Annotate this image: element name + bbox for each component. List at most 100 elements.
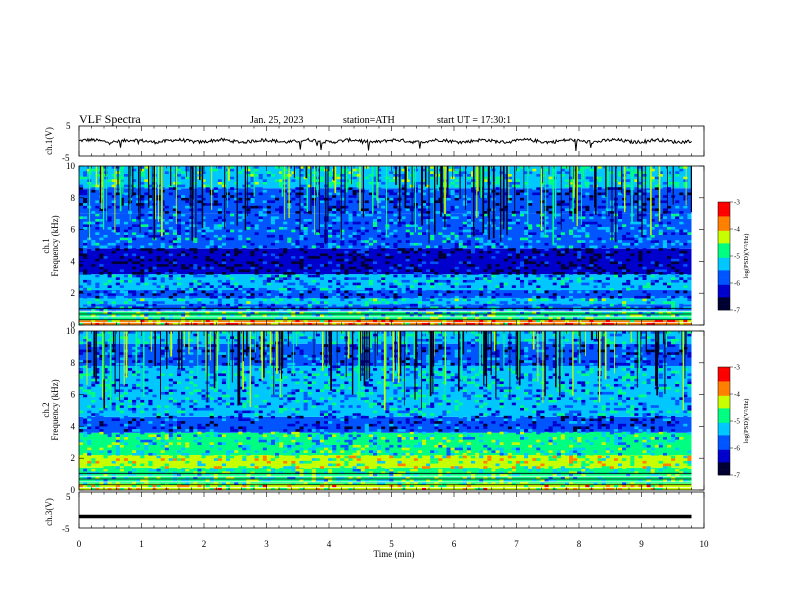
spectrum-cell xyxy=(483,258,488,262)
spectrum-cell xyxy=(401,474,406,477)
spectrum-cell xyxy=(185,253,190,257)
spectrum-cell xyxy=(560,208,565,212)
spectrum-cell xyxy=(368,311,373,315)
spectrum-cell xyxy=(197,285,202,288)
spectrum-cell xyxy=(381,195,386,198)
spectrum-cell xyxy=(430,237,435,241)
spectrum-cell xyxy=(573,295,578,299)
spectrum-cell xyxy=(140,264,145,267)
spectrum-cell xyxy=(601,195,606,198)
spectrum-cell xyxy=(373,306,378,310)
spectrum-cell xyxy=(364,474,369,477)
spectrum-cell xyxy=(630,242,635,246)
spectrum-cell xyxy=(250,264,255,267)
spectrum-cell xyxy=(524,306,529,310)
spectrum-cell xyxy=(258,176,263,180)
spectrum-cell xyxy=(507,245,512,249)
spectrum-cell xyxy=(315,256,320,259)
spectrum-cell xyxy=(462,279,467,283)
spectrum-cell xyxy=(115,221,120,225)
spectrum-cell xyxy=(495,253,500,257)
spectrum-cell xyxy=(115,219,120,222)
spectrum-cell xyxy=(528,287,533,291)
spectrum-cell xyxy=(209,487,214,491)
spectrum-cell xyxy=(107,192,112,196)
spectrum-cell xyxy=(123,171,128,174)
spectrum-cell xyxy=(360,479,365,483)
spectrum-cell xyxy=(601,298,606,302)
spectrum-cell xyxy=(352,187,357,190)
spectrum-cell xyxy=(524,227,529,230)
spectrum-cell xyxy=(573,476,578,480)
spectrum-cell xyxy=(226,272,231,275)
spectrum-cell xyxy=(266,234,271,238)
spectrum-cell xyxy=(213,176,218,180)
spectrum-cell xyxy=(683,487,688,491)
spectrum-cell xyxy=(307,187,312,190)
spectrum-cell xyxy=(279,181,284,185)
spectrum-cell xyxy=(385,269,390,273)
spectrum-cell xyxy=(275,237,280,241)
spectrum-cell xyxy=(275,166,280,169)
spectrum-cell xyxy=(311,298,316,302)
spectrum-cell xyxy=(503,245,508,249)
spectrum-cell xyxy=(515,272,520,275)
spectrum-cell xyxy=(626,168,631,172)
spectrum-cell xyxy=(483,221,488,225)
spectrum-cell xyxy=(242,213,247,217)
spectrum-cell xyxy=(344,471,349,475)
spectrum-cell xyxy=(540,269,545,273)
spectrum-cell xyxy=(258,476,263,480)
colorbar-step xyxy=(718,272,730,275)
spectrum-cell xyxy=(520,264,525,267)
spectrum-cell xyxy=(462,250,467,254)
spectrum-cell xyxy=(246,171,251,174)
spectrum-cell xyxy=(438,272,443,275)
spectrum-cell xyxy=(462,261,467,265)
spectrum-cell xyxy=(168,274,173,278)
spectrum-cell xyxy=(422,253,427,257)
spectrum-cell xyxy=(136,253,141,257)
spectrum-cell xyxy=(234,248,239,251)
spectrum-cell xyxy=(324,253,329,257)
spectrum-cell xyxy=(307,166,312,169)
spectrum-cell xyxy=(315,272,320,275)
spectrum-cell xyxy=(373,195,378,198)
spectrum-cell xyxy=(426,298,431,302)
spectrum-cell xyxy=(246,471,251,475)
spectrum-cell xyxy=(242,224,247,227)
spectrum-cell xyxy=(103,295,108,299)
spectrum-cell xyxy=(491,240,496,243)
spectrum-cell xyxy=(381,197,386,201)
spectrum-cell xyxy=(479,232,484,235)
spectrum-cell xyxy=(634,471,639,475)
spectrum-cell xyxy=(552,471,557,475)
spectrum-cell xyxy=(450,248,455,251)
spectrum-cell xyxy=(622,237,627,241)
spectrum-cell xyxy=(646,189,651,193)
spectrum-cell xyxy=(152,266,157,270)
spectrum-cell xyxy=(495,187,500,190)
spectrum-cell xyxy=(185,245,190,249)
spectrum-cell xyxy=(221,187,226,190)
spectrum-cell xyxy=(226,285,231,288)
spectrum-cell xyxy=(422,487,427,491)
spectrum-cell xyxy=(177,195,182,198)
spectrum-cell xyxy=(238,229,243,233)
spectrum-cell xyxy=(422,208,427,212)
spectrum-cell xyxy=(356,211,361,214)
spectrum-cell xyxy=(230,189,235,193)
spectrum-cell xyxy=(328,290,333,294)
spectrum-cell xyxy=(556,181,561,185)
spectrum-cell xyxy=(172,476,177,480)
spectrum-cell xyxy=(95,290,100,294)
spectrum-cell xyxy=(234,314,239,318)
spectrum-cell xyxy=(181,290,186,294)
spectrum-cell xyxy=(246,181,251,185)
spectrum-cell xyxy=(291,272,296,275)
spectrum-cell xyxy=(144,232,149,235)
spectrum-cell xyxy=(185,261,190,265)
spectrum-cell xyxy=(156,285,161,288)
spectrum-cell xyxy=(95,232,100,235)
spectrum-cell xyxy=(618,213,623,217)
